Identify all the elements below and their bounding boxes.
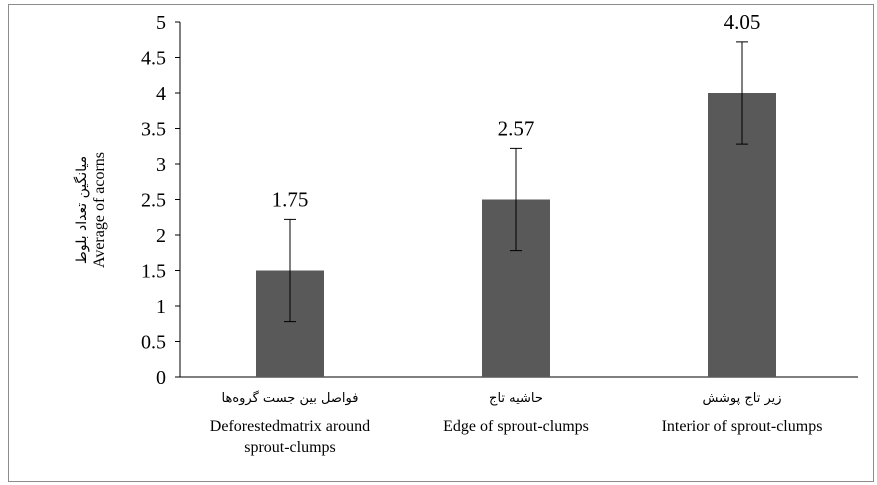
y-tick-label: 3.5 bbox=[141, 119, 166, 141]
category-label-fa: فواصل بین جست گروه‌ها bbox=[222, 390, 359, 406]
y-tick-label: 4.5 bbox=[141, 48, 166, 70]
y-tick-label: 3 bbox=[156, 154, 166, 176]
data-labels: 1.75 2.57 4.05 bbox=[272, 10, 761, 212]
y-tick-label: 0.5 bbox=[141, 332, 166, 354]
y-tick-labels: 0 0.5 1 1.5 2 2.5 3 3.5 4 4.5 5 bbox=[141, 12, 180, 389]
y-tick-label: 4 bbox=[156, 83, 166, 105]
y-tick-label: 5 bbox=[156, 12, 166, 34]
y-tick-label: 1.5 bbox=[141, 261, 166, 283]
y-tick-label: 1 bbox=[156, 296, 166, 318]
data-label: 4.05 bbox=[724, 10, 761, 34]
category-labels: فواصل بین جست گروه‌ها Deforestedmatrix ar… bbox=[210, 390, 823, 456]
category-label-en: Edge of sprout-clumps bbox=[443, 418, 589, 435]
category-label-fa: زیر تاج پوشش bbox=[702, 391, 781, 406]
category-label-en: Interior of sprout-clumps bbox=[662, 418, 823, 435]
data-label: 1.75 bbox=[272, 187, 309, 211]
y-axis-title-fa: میانگین تعداد بلوط bbox=[73, 156, 90, 264]
category-label-fa: حاشیه تاج bbox=[489, 391, 543, 406]
y-tick-label: 2.5 bbox=[141, 190, 166, 212]
category-label-en: Deforestedmatrix around bbox=[210, 418, 370, 435]
y-axis-title-en: Average of acorns bbox=[91, 152, 108, 268]
data-label: 2.57 bbox=[498, 116, 535, 140]
y-tick-label: 2 bbox=[156, 225, 166, 247]
error-bars bbox=[284, 41, 748, 323]
category-label-en: sprout-clumps bbox=[244, 439, 336, 456]
y-tick-label: 0 bbox=[156, 367, 166, 389]
y-axis-title: میانگین تعداد بلوط Average of acorns bbox=[73, 152, 108, 268]
